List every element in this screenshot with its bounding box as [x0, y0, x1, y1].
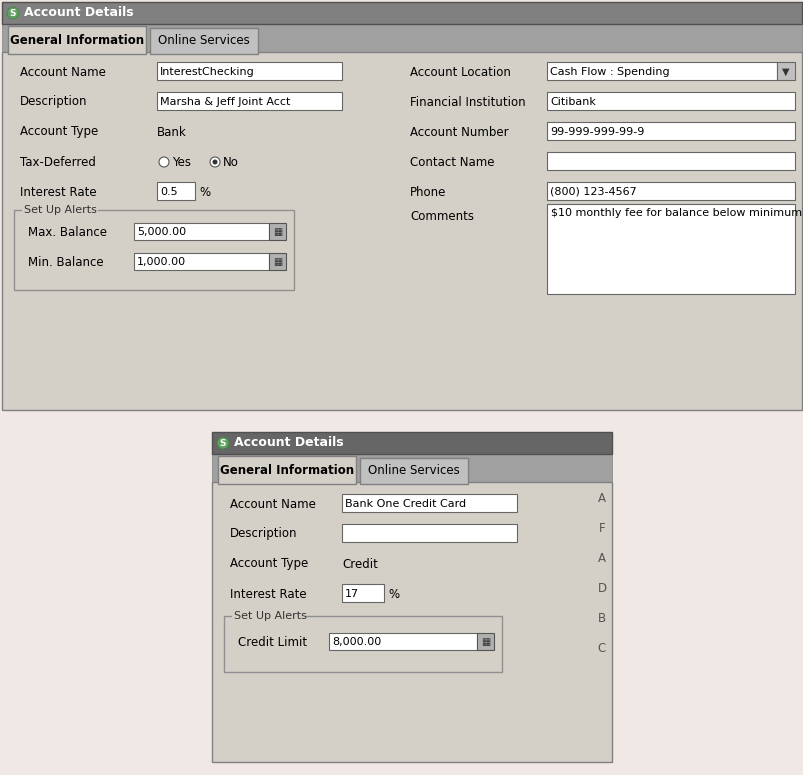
Circle shape — [212, 160, 218, 164]
Bar — [328, 633, 476, 650]
Text: 17: 17 — [344, 589, 359, 599]
Text: Interest Rate: Interest Rate — [230, 587, 306, 601]
Text: $10 monthly fee for balance below minimum: $10 monthly fee for balance below minimu… — [550, 208, 801, 218]
Text: A: A — [597, 492, 605, 505]
Text: Financial Institution: Financial Institution — [410, 95, 525, 109]
Text: Account Details: Account Details — [234, 436, 343, 449]
Text: Account Name: Account Name — [230, 498, 316, 511]
Text: Interest Rate: Interest Rate — [20, 185, 96, 198]
Text: Contact Name: Contact Name — [410, 156, 494, 168]
Text: Yes: Yes — [172, 156, 191, 168]
Bar — [157, 92, 341, 110]
Bar — [269, 223, 286, 240]
Bar — [2, 24, 801, 52]
Bar — [546, 152, 794, 170]
Bar — [150, 28, 258, 54]
Text: Credit Limit: Credit Limit — [238, 636, 307, 649]
Text: F: F — [598, 522, 605, 536]
Bar — [476, 633, 493, 650]
Text: Account Type: Account Type — [230, 557, 308, 570]
Bar — [269, 253, 286, 270]
Bar — [776, 62, 794, 80]
Text: 8,000.00: 8,000.00 — [332, 638, 381, 647]
Text: D: D — [597, 583, 605, 595]
Circle shape — [7, 7, 19, 19]
Text: 0.5: 0.5 — [160, 187, 177, 197]
Bar — [8, 26, 146, 54]
Text: %: % — [199, 185, 210, 198]
Text: Description: Description — [20, 95, 88, 109]
Text: Online Services: Online Services — [158, 33, 250, 46]
Text: B: B — [597, 612, 605, 625]
Text: 99-999-999-99-9: 99-999-999-99-9 — [549, 127, 643, 137]
Text: Account Type: Account Type — [20, 126, 98, 139]
Text: 5,000.00: 5,000.00 — [137, 228, 185, 237]
Bar — [134, 253, 269, 270]
Text: Set Up Alerts: Set Up Alerts — [234, 611, 307, 621]
Text: Set Up Alerts: Set Up Alerts — [24, 205, 96, 215]
Text: Phone: Phone — [410, 185, 446, 198]
Circle shape — [210, 157, 220, 167]
Text: InterestChecking: InterestChecking — [160, 67, 255, 77]
Text: Citibank: Citibank — [549, 97, 595, 107]
Text: Online Services: Online Services — [368, 463, 459, 477]
Bar — [546, 62, 776, 80]
Bar — [546, 122, 794, 140]
Bar — [2, 2, 801, 24]
Bar — [157, 62, 341, 80]
Text: Account Number: Account Number — [410, 126, 508, 139]
Bar — [546, 182, 794, 200]
Bar — [2, 52, 801, 410]
Bar — [14, 210, 294, 290]
Text: %: % — [388, 587, 398, 601]
Bar — [134, 223, 269, 240]
Text: ▦: ▦ — [272, 226, 282, 236]
Bar — [341, 524, 516, 542]
Text: C: C — [597, 642, 605, 656]
Text: A: A — [597, 553, 605, 566]
Text: Cash Flow : Spending: Cash Flow : Spending — [549, 67, 669, 77]
Text: Account Name: Account Name — [20, 66, 106, 78]
Text: S: S — [10, 9, 16, 18]
Bar — [546, 204, 794, 294]
Circle shape — [159, 157, 169, 167]
Bar — [218, 456, 356, 484]
Text: ▦: ▦ — [480, 636, 490, 646]
Bar — [341, 494, 516, 512]
Text: General Information: General Information — [10, 33, 144, 46]
Text: Account Location: Account Location — [410, 66, 510, 78]
Bar — [224, 616, 501, 672]
Text: S: S — [219, 439, 226, 447]
Bar — [212, 454, 611, 482]
Text: ▼: ▼ — [781, 67, 789, 77]
Bar — [212, 482, 611, 762]
Text: Account Details: Account Details — [24, 6, 133, 19]
Text: General Information: General Information — [220, 463, 353, 477]
Text: Marsha & Jeff Joint Acct: Marsha & Jeff Joint Acct — [160, 97, 290, 107]
Text: Description: Description — [230, 528, 297, 540]
Text: (800) 123-4567: (800) 123-4567 — [549, 187, 636, 197]
Bar — [341, 584, 384, 602]
Text: 1,000.00: 1,000.00 — [137, 257, 185, 267]
Bar — [22, 204, 98, 216]
Text: ▦: ▦ — [272, 257, 282, 267]
Bar — [212, 432, 611, 454]
Bar — [546, 92, 794, 110]
Bar — [360, 458, 467, 484]
Text: Min. Balance: Min. Balance — [28, 256, 104, 268]
Circle shape — [217, 437, 229, 449]
Text: Credit: Credit — [341, 557, 377, 570]
Text: Bank: Bank — [157, 126, 186, 139]
Text: Bank One Credit Card: Bank One Credit Card — [344, 499, 466, 509]
Text: No: No — [222, 156, 238, 168]
Bar — [232, 610, 306, 622]
Text: Max. Balance: Max. Balance — [28, 226, 107, 239]
Bar — [157, 182, 195, 200]
Text: Comments: Comments — [410, 210, 474, 223]
Text: Tax-Deferred: Tax-Deferred — [20, 156, 96, 168]
